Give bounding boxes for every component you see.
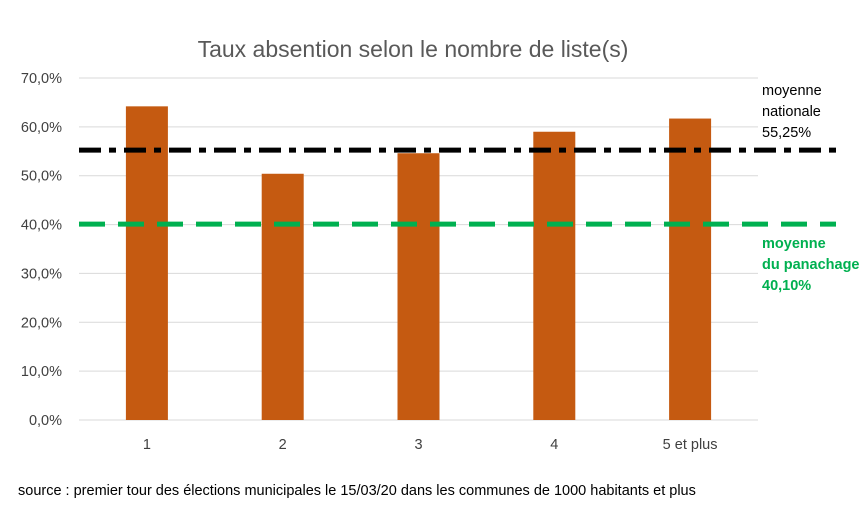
bar-1 bbox=[125, 106, 168, 420]
x-tick-label: 3 bbox=[414, 437, 422, 453]
y-tick-label: 60,0% bbox=[21, 120, 62, 136]
bar-2 bbox=[261, 173, 304, 420]
x-tick-label: 4 bbox=[550, 437, 558, 453]
y-tick-label: 20,0% bbox=[21, 315, 62, 331]
y-tick-label: 70,0% bbox=[21, 71, 62, 87]
national-average-label-line-2: nationale bbox=[762, 104, 821, 120]
x-tick-label: 5 et plus bbox=[663, 437, 718, 453]
national-average-annotation: moyenne nationale 55,25% bbox=[762, 81, 822, 144]
source-note: source : premier tour des élections muni… bbox=[18, 483, 696, 499]
bar-4 bbox=[533, 131, 576, 420]
panachage-average-annotation: moyenne du panachage 40,10% bbox=[762, 234, 860, 297]
chart-title: Taux absention selon le nombre de liste(… bbox=[197, 36, 629, 62]
bar-5-et-plus bbox=[669, 118, 712, 421]
x-tick-label: 1 bbox=[143, 437, 151, 453]
y-tick-label: 30,0% bbox=[21, 266, 62, 282]
y-tick-label: 40,0% bbox=[21, 218, 62, 234]
x-tick-label: 2 bbox=[279, 437, 287, 453]
national-average-value: 55,25% bbox=[762, 125, 812, 141]
y-tick-label: 10,0% bbox=[21, 364, 62, 380]
bar-3 bbox=[397, 153, 440, 421]
panachage-average-value: 40,10% bbox=[762, 278, 812, 294]
panachage-average-label-line-2: du panachage bbox=[762, 257, 860, 273]
y-tick-label: 50,0% bbox=[21, 169, 62, 185]
y-tick-label: 0,0% bbox=[29, 413, 62, 429]
national-average-label-line-1: moyenne bbox=[762, 83, 822, 99]
panachage-average-label-line-1: moyenne bbox=[762, 236, 826, 252]
